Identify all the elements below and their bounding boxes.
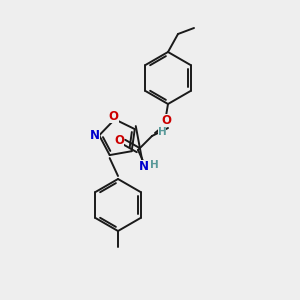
Text: O: O [109, 110, 119, 123]
Text: H: H [150, 160, 158, 170]
Text: N: N [90, 129, 100, 142]
Text: O: O [161, 113, 171, 127]
Text: O: O [114, 134, 124, 146]
Text: N: N [139, 160, 149, 172]
Text: H: H [158, 127, 166, 137]
